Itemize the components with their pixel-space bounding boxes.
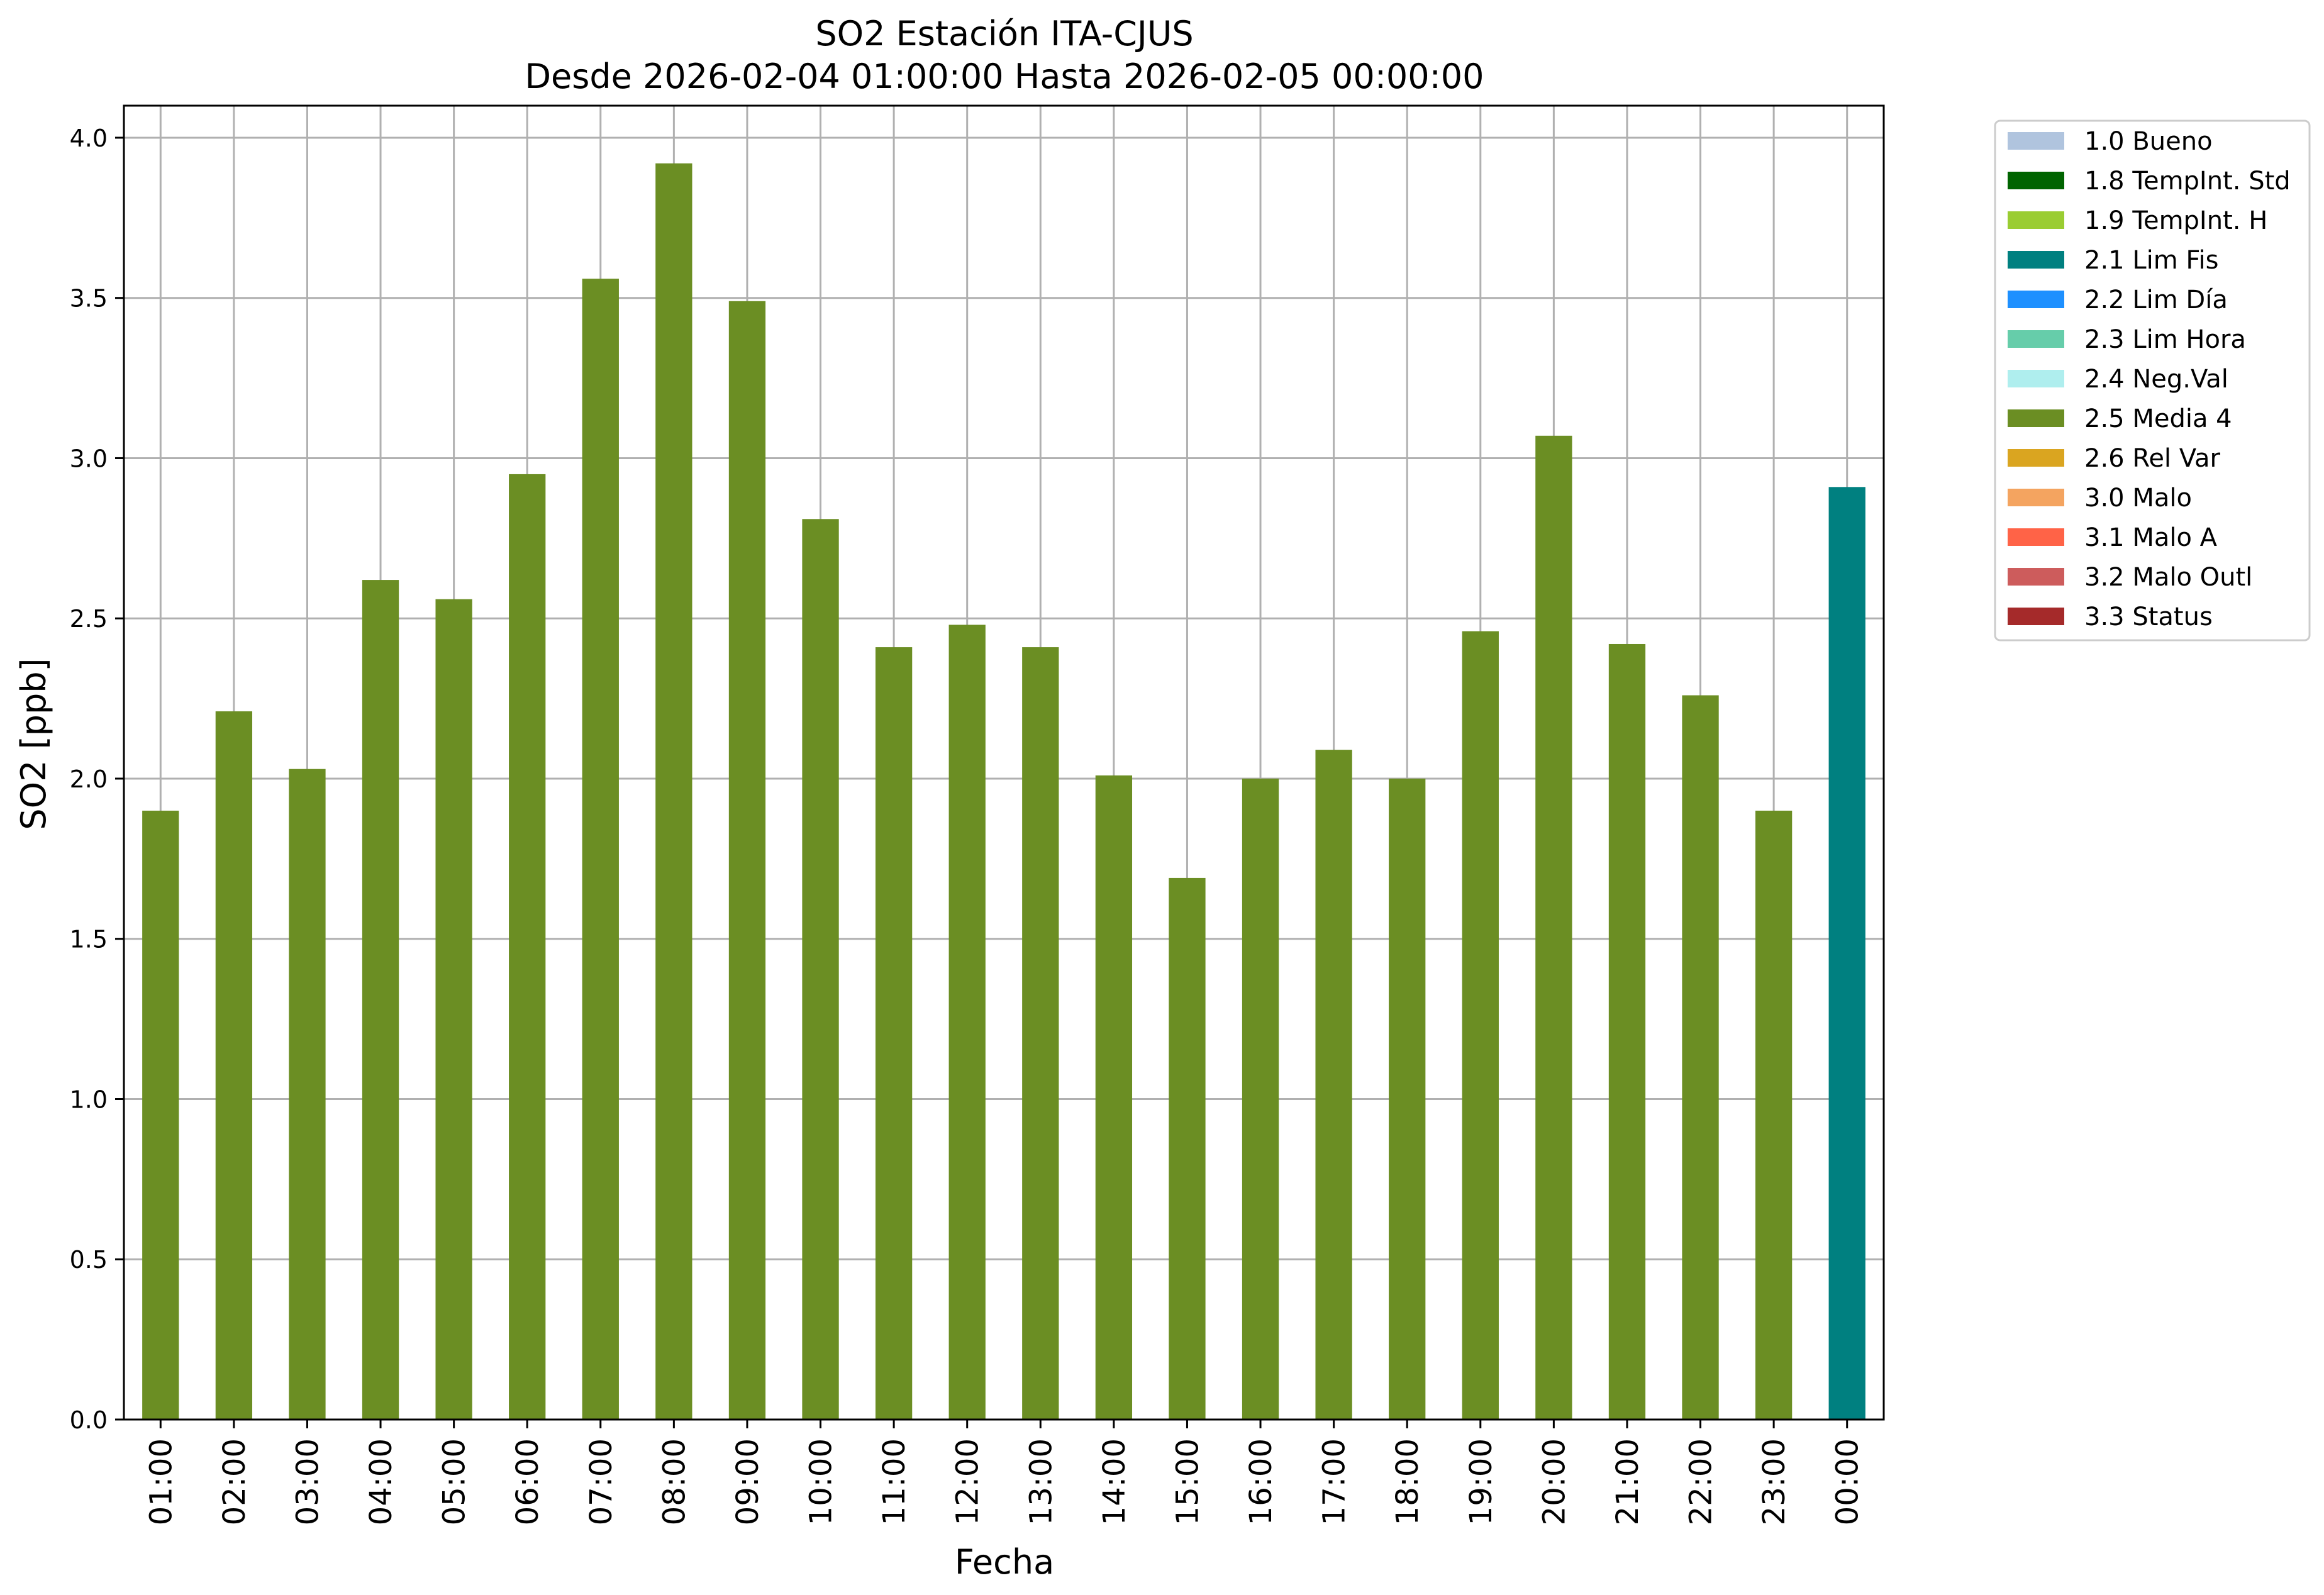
legend-swatch — [2008, 409, 2064, 427]
y-tick-label: 3.0 — [70, 445, 108, 472]
x-tick-label: 21:00 — [1610, 1438, 1645, 1525]
x-tick-label: 04:00 — [364, 1438, 399, 1525]
legend-label: 2.5 Media 4 — [2084, 404, 2232, 433]
legend-swatch — [2008, 608, 2064, 625]
y-tick-label: 4.0 — [70, 125, 108, 152]
bar-0300 — [289, 769, 326, 1420]
x-tick-label: 07:00 — [584, 1438, 619, 1525]
bar-2100 — [1608, 643, 1646, 1420]
legend-swatch — [2008, 370, 2064, 387]
x-tick-label: 19:00 — [1464, 1438, 1499, 1525]
bar-1400 — [1095, 775, 1133, 1420]
legend-frame — [1994, 119, 2311, 642]
bar-1700 — [1315, 750, 1352, 1420]
x-tick-label: 01:00 — [143, 1438, 179, 1525]
x-tick-label: 09:00 — [730, 1438, 765, 1525]
bar-1100 — [875, 647, 913, 1420]
y-tick-label: 3.5 — [70, 285, 108, 313]
legend-swatch — [2008, 449, 2064, 467]
x-tick-label: 15:00 — [1170, 1438, 1205, 1525]
bar-0100 — [142, 810, 179, 1420]
legend-label: 3.1 Malo A — [2084, 523, 2218, 552]
bar-0700 — [582, 279, 619, 1420]
y-axis-label: SO2 [ppb] — [14, 658, 53, 830]
x-tick-label: 17:00 — [1317, 1438, 1352, 1525]
legend-label: 2.1 Lim Fis — [2084, 246, 2218, 275]
x-tick-label: 18:00 — [1390, 1438, 1425, 1525]
bar-1000 — [802, 519, 839, 1420]
bar-0500 — [435, 599, 472, 1420]
x-tick-label: 20:00 — [1537, 1438, 1572, 1525]
bar-0400 — [362, 580, 399, 1420]
y-tick-label: 1.5 — [70, 926, 108, 953]
legend-label: 2.4 Neg.Val — [2084, 365, 2228, 394]
legend-label: 2.2 Lim Día — [2084, 286, 2228, 314]
x-axis-ticks: 01:00 02:00 03:00 04:00 05:00 06:00 07:00 08:00… — [143, 1420, 1865, 1525]
bars — [142, 163, 1865, 1420]
x-tick-label: 16:00 — [1243, 1438, 1279, 1525]
legend-label: 3.3 Status — [2084, 603, 2213, 631]
plot-frame — [123, 104, 1885, 1421]
legend-swatch — [2008, 528, 2064, 546]
bar-0900 — [728, 301, 766, 1420]
y-tick-label: 0.0 — [70, 1406, 108, 1434]
legend-label: 1.8 TempInt. Std — [2084, 167, 2291, 196]
legend-swatch — [2008, 132, 2064, 150]
bar-1900 — [1462, 631, 1499, 1420]
chart-title: SO2 Estación ITA-CJUS — [815, 14, 1193, 53]
legend-label: 1.9 TempInt. H — [2084, 206, 2267, 235]
y-tick-label: 1.0 — [70, 1086, 108, 1113]
chart-subtitle: Desde 2026-02-04 01:00:00 Hasta 2026-02-… — [525, 57, 1484, 96]
bar-0000 — [1828, 487, 1865, 1420]
legend-swatch — [2008, 291, 2064, 308]
x-tick-label: 05:00 — [437, 1438, 472, 1525]
legend-swatch — [2008, 568, 2064, 586]
bar-0800 — [655, 163, 692, 1420]
legend-swatch — [2008, 172, 2064, 189]
bar-1300 — [1022, 647, 1059, 1420]
legend-swatch — [2008, 251, 2064, 269]
x-tick-label: 14:00 — [1097, 1438, 1132, 1525]
bar-1600 — [1242, 778, 1279, 1420]
bar-0600 — [509, 474, 546, 1420]
y-axis-ticks: 0.0 0.5 1.0 1.5 2.0 2.5 3.0 3.5 4.0 — [70, 125, 124, 1434]
x-tick-label: 02:00 — [217, 1438, 252, 1525]
x-tick-label: 00:00 — [1830, 1438, 1865, 1525]
x-axis-label: Fecha — [955, 1542, 1054, 1582]
legend-swatch — [2008, 330, 2064, 348]
x-tick-label: 23:00 — [1757, 1438, 1792, 1525]
legend-label: 3.2 Malo Outl — [2084, 563, 2252, 592]
bar-1200 — [948, 625, 986, 1420]
legend-swatch — [2008, 211, 2064, 229]
legend-label: 2.6 Rel Var — [2084, 444, 2221, 473]
x-tick-label: 08:00 — [657, 1438, 692, 1525]
legend: 1.0 Bueno 1.8 TempInt. Std 1.9 TempInt. H 2… — [1994, 119, 2311, 642]
x-tick-label: 22:00 — [1684, 1438, 1719, 1525]
legend-swatch — [2008, 489, 2064, 506]
x-tick-label: 03:00 — [290, 1438, 325, 1525]
bar-2300 — [1755, 810, 1793, 1420]
y-tick-label: 2.5 — [70, 605, 108, 633]
y-tick-label: 2.0 — [70, 765, 108, 793]
legend-label: 3.0 Malo — [2084, 484, 2192, 513]
bar-0200 — [215, 711, 253, 1420]
bar-2000 — [1535, 435, 1572, 1420]
x-tick-label: 12:00 — [950, 1438, 986, 1525]
y-tick-label: 0.5 — [70, 1246, 108, 1274]
x-tick-label: 11:00 — [877, 1438, 912, 1525]
x-tick-label: 13:00 — [1023, 1438, 1059, 1525]
bar-1500 — [1169, 877, 1206, 1420]
legend-label: 1.0 Bueno — [2084, 127, 2213, 156]
legend-label: 2.3 Lim Hora — [2084, 325, 2246, 354]
x-tick-label: 10:00 — [804, 1438, 839, 1525]
bar-2200 — [1682, 695, 1719, 1420]
bar-1800 — [1389, 778, 1426, 1420]
x-tick-label: 06:00 — [510, 1438, 545, 1525]
